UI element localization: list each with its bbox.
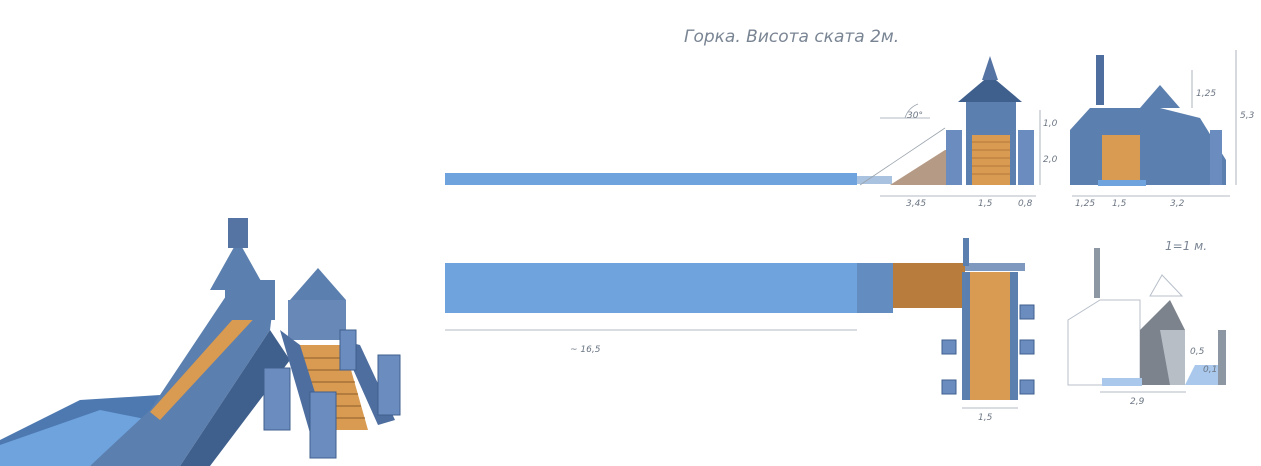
drawing-title: Горка. Висота ската 2м. <box>684 27 899 47</box>
slide-runout <box>0 410 150 466</box>
side-tower-crest <box>982 56 998 80</box>
slide-wood-lane <box>150 300 262 420</box>
plan-view: ~ 16,5 1,5 <box>445 238 1035 423</box>
side-tower-roof <box>958 75 1022 102</box>
side-stair-steps <box>972 141 1010 175</box>
perspective-render <box>0 218 401 466</box>
plan-stair-wall-right <box>1010 272 1018 400</box>
section-outline-left <box>1067 299 1141 386</box>
plan-platform-wood <box>893 263 965 308</box>
front-mast <box>1096 55 1104 105</box>
tower-roof <box>210 240 266 290</box>
section-slide <box>1102 378 1142 386</box>
post-3d-1 <box>263 367 291 431</box>
angle-arc <box>904 103 919 119</box>
side-post-right <box>1018 130 1034 185</box>
dim-total-h: 5,3 <box>1240 111 1255 121</box>
gable-roof <box>290 268 346 300</box>
section-mast <box>1094 248 1100 298</box>
post-3d-2 <box>309 391 337 459</box>
section-view: 1=1 м. 0,5 0,1 2,9 <box>1067 239 1226 407</box>
tower-ornament <box>228 218 248 248</box>
side-stairs <box>972 135 1010 185</box>
post-3d-4 <box>339 329 357 371</box>
dim-right-w: 3,2 <box>1170 199 1185 209</box>
scale-note: 1=1 м. <box>1165 239 1207 253</box>
plan-posts <box>941 304 1035 395</box>
section-landing <box>1185 365 1218 385</box>
ramp-slope-line <box>859 127 946 186</box>
section-stair-light <box>1160 330 1185 385</box>
side-slide-transition <box>857 176 892 184</box>
front-slide-edge <box>1098 180 1146 186</box>
section-post <box>1218 330 1226 385</box>
front-door-wood <box>1102 135 1140 180</box>
dim-small-a: 0,5 <box>1190 347 1205 357</box>
dim-small-b: 0,1 <box>1203 365 1217 375</box>
slide-side-wall <box>180 330 290 466</box>
dim-length: ~ 16,5 <box>570 345 601 355</box>
dim-top-h: 1,25 <box>1196 89 1216 99</box>
plan-top-rail <box>965 263 1025 271</box>
section-gable <box>1149 274 1184 297</box>
dim-plan-stair-w: 1,5 <box>978 413 993 423</box>
plan-slide <box>445 263 893 313</box>
plan-stairs <box>970 272 1010 400</box>
dim-slide-h: 2,0 <box>1043 155 1058 165</box>
front-elevation: 1,25 5,3 1,25 1,5 3,2 <box>1070 50 1255 209</box>
tower-body <box>225 280 275 320</box>
side-elevation: 30° 3,45 1,5 0,8 1,0 2,0 <box>445 56 1058 209</box>
dim-roof-h: 1,0 <box>1043 119 1058 129</box>
plan-mast <box>963 238 969 266</box>
side-slide-runout <box>445 173 857 185</box>
front-gable <box>1140 85 1180 108</box>
side-post-left <box>946 130 962 185</box>
gable-wall <box>288 300 346 340</box>
front-right-body <box>1160 108 1226 185</box>
post-3d-3 <box>377 354 401 416</box>
dim-post-w: 0,8 <box>1018 199 1033 209</box>
dim-left-w: 1,25 <box>1075 199 1095 209</box>
plan-stair-wall-left <box>962 272 970 400</box>
dim-mid-w: 1,5 <box>1112 199 1127 209</box>
side-ramp <box>890 150 950 185</box>
dim-ramp-len: 3,45 <box>906 199 926 209</box>
dim-stair-w: 1,5 <box>978 199 993 209</box>
angle-label: 30° <box>907 111 923 121</box>
plan-slide-transition <box>857 263 893 313</box>
dim-base-w: 2,9 <box>1130 397 1145 407</box>
front-post <box>1210 130 1222 185</box>
